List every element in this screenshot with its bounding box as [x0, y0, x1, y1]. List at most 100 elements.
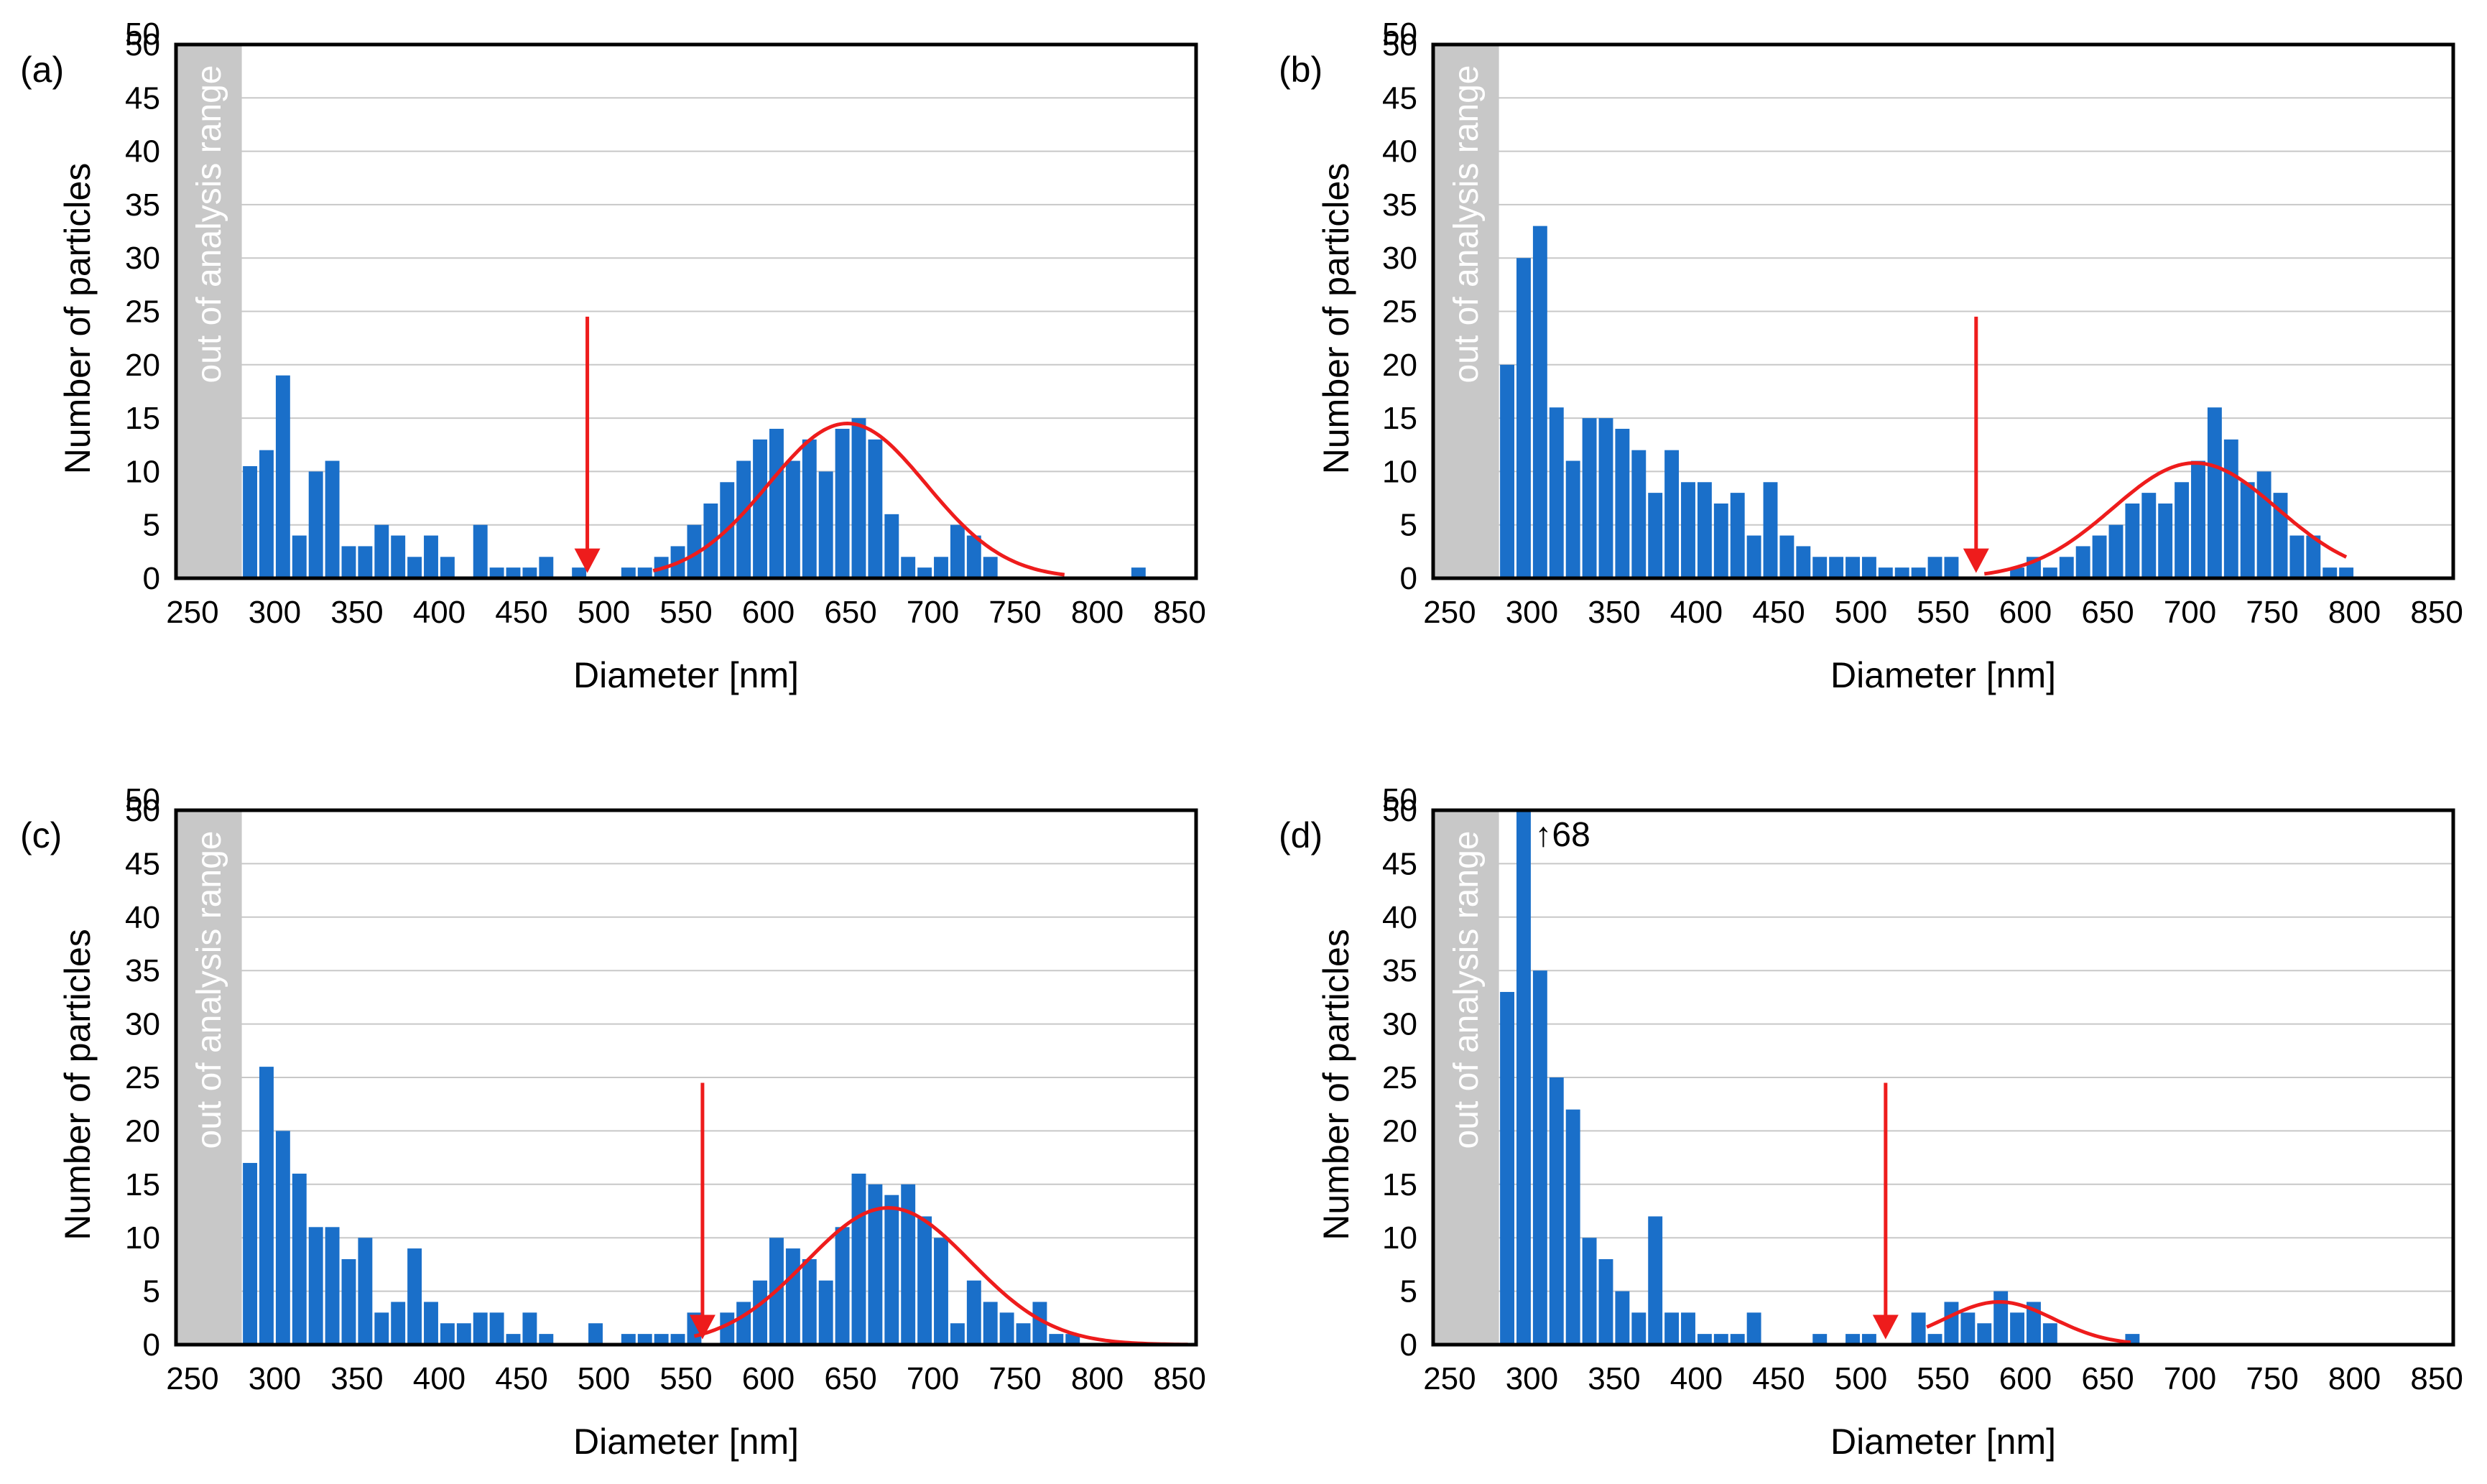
bar: [703, 503, 718, 578]
x-tick-label: 800: [2328, 595, 2381, 630]
bar: [588, 1323, 603, 1345]
bar: [1779, 535, 1794, 578]
bar: [2125, 503, 2140, 578]
bar: [637, 1334, 652, 1345]
x-tick-label: 250: [166, 595, 218, 630]
bar: [1582, 418, 1597, 578]
bar: [1065, 1334, 1080, 1345]
bar: [1648, 493, 1663, 578]
y-tick-label: 20: [125, 1113, 160, 1149]
bar: [934, 557, 948, 578]
x-tick-label: 500: [1835, 1361, 1887, 1396]
bar: [1598, 418, 1613, 578]
bar: [407, 557, 422, 578]
x-tick-label: 650: [2081, 595, 2134, 630]
plot-frame: [1431, 42, 2455, 580]
x-tick-label: 600: [1999, 1361, 2052, 1396]
y-tick-label: 45: [1382, 80, 1417, 116]
bar: [934, 1238, 948, 1345]
y-tick-label: 15: [125, 1167, 160, 1202]
x-tick-label: 400: [413, 595, 466, 630]
bar: [1845, 1334, 1860, 1345]
bar: [1516, 810, 1531, 1345]
y-tick-label: 20: [125, 348, 160, 383]
y-tick-label: 0: [143, 1327, 160, 1363]
y-tick-label: 50: [1382, 27, 1417, 62]
bar: [539, 1334, 554, 1345]
panel-label: (c): [20, 815, 62, 855]
bar: [736, 1302, 751, 1345]
bar: [391, 1302, 406, 1345]
x-axis-title: Diameter [nm]: [573, 655, 799, 695]
bar: [2075, 546, 2090, 578]
bar: [2108, 524, 2124, 578]
bar: [2256, 471, 2271, 578]
bar: [473, 524, 488, 578]
bar: [1697, 1334, 1712, 1345]
panel-label: (b): [1279, 50, 1323, 90]
bar: [2158, 503, 2173, 578]
bar: [1549, 1077, 1564, 1345]
bar: [901, 557, 916, 578]
bar: [818, 1280, 833, 1345]
bar: [1812, 557, 1828, 578]
y-tick-label: 15: [1382, 1167, 1417, 1202]
y-tick-label: 0: [1400, 1327, 1417, 1363]
x-axis-title: Diameter [nm]: [1830, 655, 2056, 695]
clipped-bar-annotation: ↑68: [1534, 816, 1590, 854]
bar: [2339, 567, 2354, 578]
bar: [243, 465, 258, 578]
bar: [1829, 557, 1844, 578]
bar: [736, 460, 751, 578]
bar: [687, 524, 702, 578]
y-tick-label: 5: [143, 1274, 160, 1309]
bar: [1927, 1334, 1942, 1345]
bar: [2223, 439, 2238, 578]
bar: [341, 546, 356, 578]
bar: [1911, 1312, 1926, 1345]
y-tick-label: 5: [143, 508, 160, 543]
bar: [901, 1184, 916, 1345]
bar: [1631, 1312, 1647, 1345]
gaussian-fit-curve: [1926, 1299, 2131, 1345]
bar: [572, 567, 587, 578]
panel-b: out of analysis range 0 5 10 15 20 25 30 35 40 45 5…: [1279, 17, 2463, 695]
bar: [983, 1302, 998, 1345]
panel-d: out of analysis range ↑68 0 5 10 15 20 25 30 35 40…: [1279, 782, 2463, 1462]
out-of-range-label: out of analysis range: [1448, 65, 1486, 384]
bar: [769, 428, 784, 578]
bar: [1049, 1334, 1064, 1345]
bar: [391, 535, 406, 578]
y-tick-label: 40: [125, 900, 160, 935]
panel-c: out of analysis range 0 5 10 15 20 25 30 35 40 45 5…: [20, 782, 1206, 1462]
bar: [424, 535, 438, 578]
x-tick-label: 300: [249, 1361, 301, 1396]
x-tick-label: 800: [2328, 1361, 2381, 1396]
x-axis-title: Diameter [nm]: [573, 1422, 799, 1462]
x-tick-label: 350: [1588, 595, 1640, 630]
bar: [1713, 1334, 1728, 1345]
x-tick-label: 550: [1917, 595, 1969, 630]
bar: [2322, 567, 2338, 578]
bar: [325, 1227, 340, 1345]
y-tick-label: 5: [1400, 508, 1417, 543]
y-tick-label: 50: [1382, 793, 1417, 828]
x-tick-label: 850: [1153, 595, 1205, 630]
bar: [835, 428, 850, 578]
x-tick-label: 250: [1423, 595, 1476, 630]
bar: [1812, 1334, 1828, 1345]
bar: [1032, 1302, 1047, 1345]
bar: [275, 375, 290, 578]
bar: [1746, 1312, 1761, 1345]
bar: [1746, 535, 1761, 578]
y-tick-label: 45: [125, 80, 160, 116]
bar: [1681, 482, 1695, 578]
x-tick-label: 850: [2410, 595, 2463, 630]
bar: [753, 439, 768, 578]
y-tick-label: 35: [1382, 953, 1417, 988]
x-tick-label: 800: [1071, 595, 1124, 630]
bar: [2042, 1323, 2057, 1345]
x-tick-label: 750: [2246, 1361, 2298, 1396]
bar: [670, 1334, 685, 1345]
threshold-arrow-head: [1872, 1314, 1899, 1340]
